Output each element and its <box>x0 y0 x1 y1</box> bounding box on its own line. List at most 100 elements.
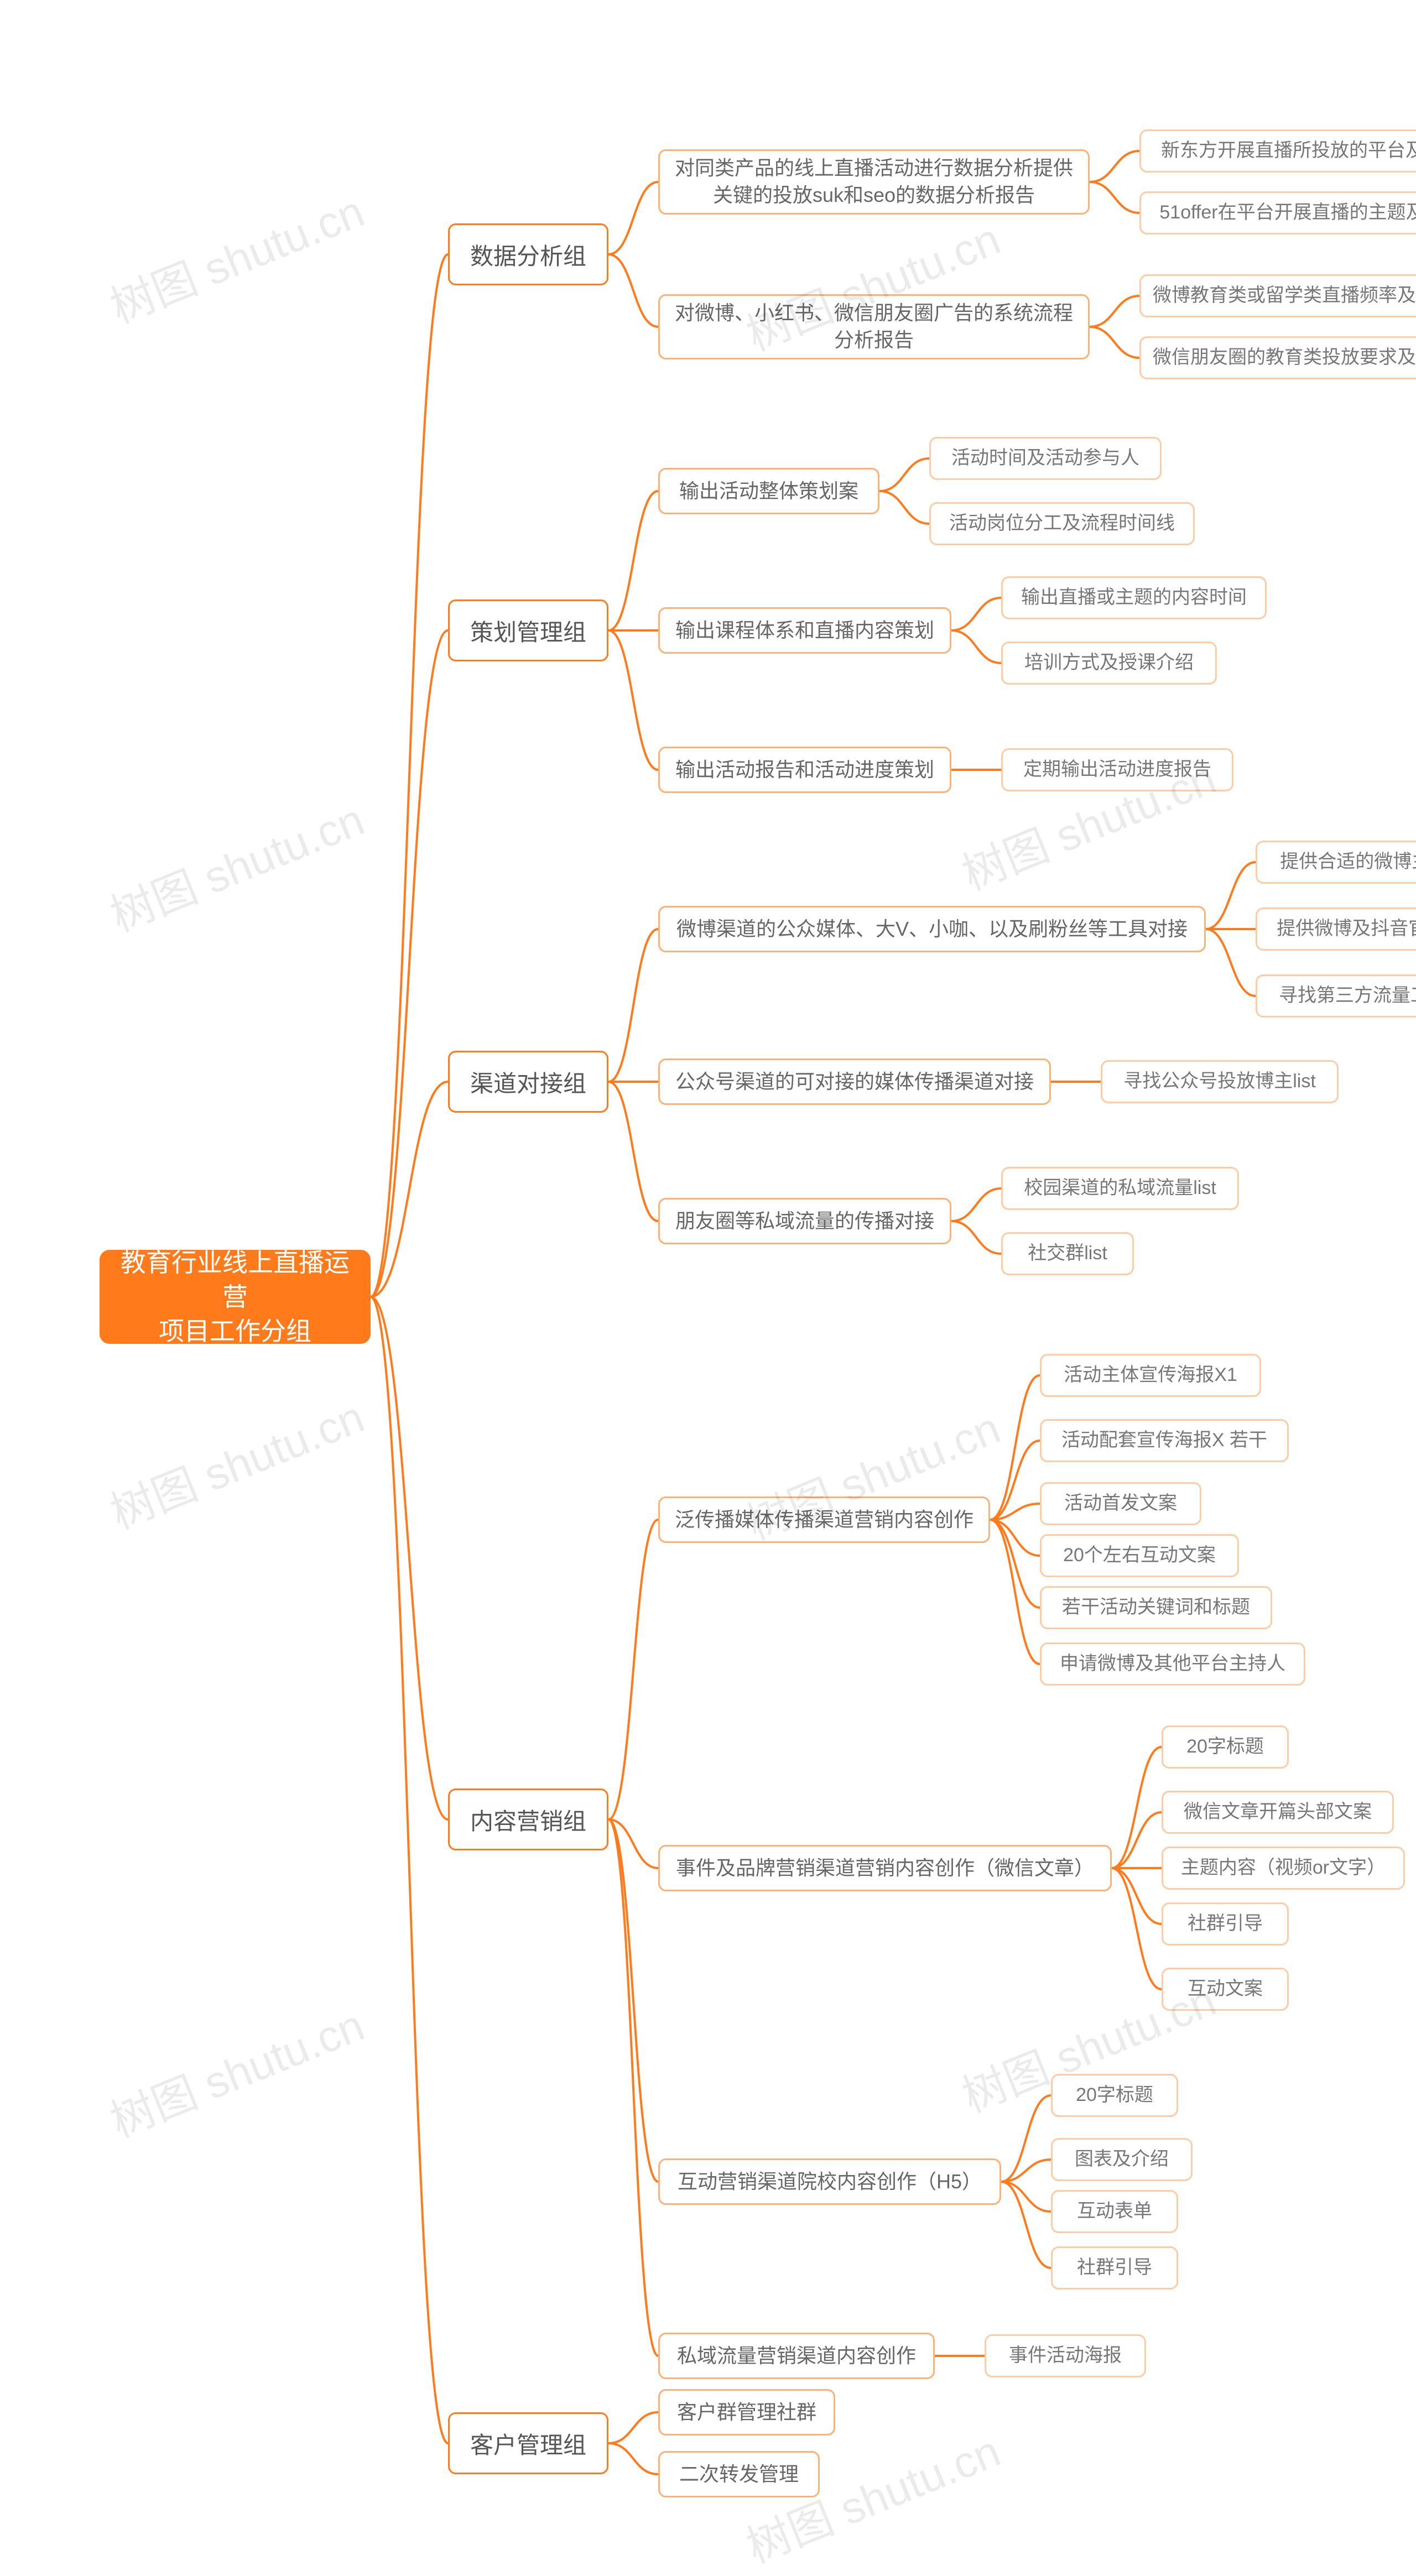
l2-b2: 输出课程体系和直播内容策划 <box>658 607 951 654</box>
l3-13-label: 校园渠道的私域流量list <box>1024 1176 1216 1201</box>
l3-22: 微信文章开篇头部文案 <box>1162 1791 1394 1834</box>
root-node: 教育行业线上直播运营 项目工作分组 <box>100 1250 371 1344</box>
l2-d2: 事件及品牌营销渠道营销内容创作（微信文章） <box>658 1845 1112 1891</box>
l3-21: 20字标题 <box>1162 1725 1289 1769</box>
l1-d: 内容营销组 <box>448 1788 608 1850</box>
l2-a1-label: 对同类产品的线上直播活动进行数据分析提供 关键的投放suk和seo的数据分析报告 <box>675 155 1073 208</box>
l3-28: 互动表单 <box>1051 2190 1178 2233</box>
l3-16-label: 活动配套宣传海报X 若干 <box>1061 1428 1267 1453</box>
l3-8-label: 定期输出活动进度报告 <box>1023 757 1211 783</box>
l3-28-label: 互动表单 <box>1077 2199 1152 2224</box>
l3-0-label: 新东方开展直播所投放的平台及流量数据 <box>1161 138 1416 164</box>
l2-c1-label: 微博渠道的公众媒体、大V、小咖、以及刷粉丝等工具对接 <box>676 916 1188 943</box>
l2-e1: 客户群管理社群 <box>658 2389 835 2436</box>
l2-d4: 私域流量营销渠道内容创作 <box>658 2333 935 2379</box>
l3-17: 活动首发文案 <box>1040 1482 1201 1525</box>
l3-30: 事件活动海报 <box>985 2334 1146 2377</box>
l3-6-label: 输出直播或主题的内容时间 <box>1021 585 1247 611</box>
l3-19: 若干活动关键词和标题 <box>1040 1586 1272 1629</box>
l3-20-label: 申请微博及其他平台主持人 <box>1060 1651 1285 1677</box>
l2-b3: 输出活动报告和活动进度策划 <box>658 747 951 793</box>
l1-e: 客户管理组 <box>448 2412 608 2474</box>
l2-d3: 互动营销渠道院校内容创作（H5） <box>658 2158 1001 2205</box>
l3-8: 定期输出活动进度报告 <box>1001 748 1233 791</box>
l2-e2-label: 二次转发管理 <box>679 2461 799 2488</box>
l3-6: 输出直播或主题的内容时间 <box>1001 576 1267 619</box>
l1-b: 策划管理组 <box>448 599 608 661</box>
l2-b2-label: 输出课程体系和直播内容策划 <box>675 617 934 644</box>
l3-3-label: 微信朋友圈的教育类投放要求及投放数量 <box>1153 345 1416 371</box>
l2-a2: 对微博、小红书、微信朋友圈广告的系统流程 分析报告 <box>658 294 1090 359</box>
l1-e-label: 客户管理组 <box>470 2427 586 2460</box>
l3-23-label: 主题内容（视频or文字） <box>1181 1855 1386 1881</box>
l2-c2-label: 公众号渠道的可对接的媒体传播渠道对接 <box>675 1068 1034 1096</box>
l3-27: 图表及介绍 <box>1051 2138 1193 2181</box>
l1-c: 渠道对接组 <box>448 1051 608 1113</box>
watermark: 树图 shutu.cn <box>100 1381 372 1541</box>
l1-a: 数据分析组 <box>448 223 608 285</box>
l2-e2: 二次转发管理 <box>658 2451 820 2497</box>
l3-7: 培训方式及授课介绍 <box>1001 642 1217 685</box>
l2-d1-label: 泛传播媒体传播渠道营销内容创作 <box>675 1506 974 1534</box>
l2-a1: 对同类产品的线上直播活动进行数据分析提供 关键的投放suk和seo的数据分析报告 <box>658 149 1090 215</box>
l3-25: 互动文案 <box>1162 1968 1289 2011</box>
l1-d-label: 内容营销组 <box>470 1803 586 1837</box>
l3-23: 主题内容（视频or文字） <box>1162 1847 1405 1890</box>
l2-b1: 输出活动整体策划案 <box>658 468 879 514</box>
l3-4-label: 活动时间及活动参与人 <box>951 446 1139 471</box>
l3-15-label: 活动主体宣传海报X1 <box>1064 1363 1237 1388</box>
l3-16: 活动配套宣传海报X 若干 <box>1040 1419 1289 1462</box>
l3-2-label: 微博教育类或留学类直播频率及搜索频率 <box>1153 283 1416 309</box>
l3-1: 51offer在平台开展直播的主题及时长 <box>1139 191 1416 234</box>
l3-11-label: 寻找第三方流量工具 <box>1279 983 1416 1009</box>
l3-3: 微信朋友圈的教育类投放要求及投放数量 <box>1139 336 1416 379</box>
l2-c1: 微博渠道的公众媒体、大V、小咖、以及刷粉丝等工具对接 <box>658 906 1206 952</box>
l2-e1-label: 客户群管理社群 <box>677 2399 816 2426</box>
l3-10-label: 提供微博及抖音官方投放价格list <box>1277 916 1416 942</box>
l3-5: 活动岗位分工及流程时间线 <box>929 502 1195 545</box>
l2-d3-label: 互动营销渠道院校内容创作（H5） <box>678 2168 982 2196</box>
l3-21-label: 20字标题 <box>1186 1734 1264 1760</box>
l1-a-label: 数据分析组 <box>470 238 586 272</box>
l3-29-label: 社群引导 <box>1077 2255 1152 2281</box>
l3-10: 提供微博及抖音官方投放价格list <box>1256 908 1416 951</box>
l3-4: 活动时间及活动参与人 <box>929 437 1162 480</box>
l2-b3-label: 输出活动报告和活动进度策划 <box>675 757 934 784</box>
l3-13: 校园渠道的私域流量list <box>1001 1167 1239 1210</box>
l3-27-label: 图表及介绍 <box>1075 2147 1169 2172</box>
watermark: 树图 shutu.cn <box>100 176 372 336</box>
l2-c3: 朋友圈等私域流量的传播对接 <box>658 1198 951 1244</box>
l3-11: 寻找第三方流量工具 <box>1256 974 1416 1018</box>
l3-12: 寻找公众号投放博主list <box>1101 1060 1339 1103</box>
watermark: 树图 shutu.cn <box>100 1990 372 2150</box>
l3-2: 微博教育类或留学类直播频率及搜索频率 <box>1139 274 1416 317</box>
l3-15: 活动主体宣传海报X1 <box>1040 1354 1261 1397</box>
l3-26-label: 20字标题 <box>1076 2083 1153 2108</box>
l3-14-label: 社交群list <box>1028 1241 1107 1266</box>
watermark: 树图 shutu.cn <box>100 784 372 944</box>
l3-24: 社群引导 <box>1162 1902 1289 1946</box>
l1-b-label: 策划管理组 <box>470 614 586 648</box>
l3-24-label: 社群引导 <box>1188 1911 1263 1937</box>
l3-26: 20字标题 <box>1051 2074 1178 2117</box>
l3-25-label: 互动文案 <box>1188 1977 1263 2002</box>
l2-d4-label: 私域流量营销渠道内容创作 <box>677 2343 916 2370</box>
l3-9: 提供合适的微博主转发list <box>1256 841 1416 884</box>
l3-0: 新东方开展直播所投放的平台及流量数据 <box>1139 129 1416 173</box>
l3-1-label: 51offer在平台开展直播的主题及时长 <box>1159 200 1416 226</box>
l3-18-label: 20个左右互动文案 <box>1063 1543 1216 1568</box>
l3-22-label: 微信文章开篇头部文案 <box>1184 1800 1372 1825</box>
l2-b1-label: 输出活动整体策划案 <box>679 478 858 505</box>
l3-5-label: 活动岗位分工及流程时间线 <box>949 511 1175 536</box>
l3-14: 社交群list <box>1001 1232 1134 1275</box>
l2-a2-label: 对微博、小红书、微信朋友圈广告的系统流程 分析报告 <box>675 300 1073 353</box>
l3-9-label: 提供合适的微博主转发list <box>1280 849 1416 875</box>
l2-c3-label: 朋友圈等私域流量的传播对接 <box>675 1208 934 1235</box>
l2-d1: 泛传播媒体传播渠道营销内容创作 <box>658 1496 990 1543</box>
l3-17-label: 活动首发文案 <box>1064 1491 1177 1516</box>
l3-12-label: 寻找公众号投放博主list <box>1123 1069 1316 1094</box>
l2-c2: 公众号渠道的可对接的媒体传播渠道对接 <box>658 1058 1051 1105</box>
l1-c-label: 渠道对接组 <box>470 1065 586 1099</box>
l3-29: 社群引导 <box>1051 2246 1178 2290</box>
l3-20: 申请微博及其他平台主持人 <box>1040 1642 1305 1686</box>
